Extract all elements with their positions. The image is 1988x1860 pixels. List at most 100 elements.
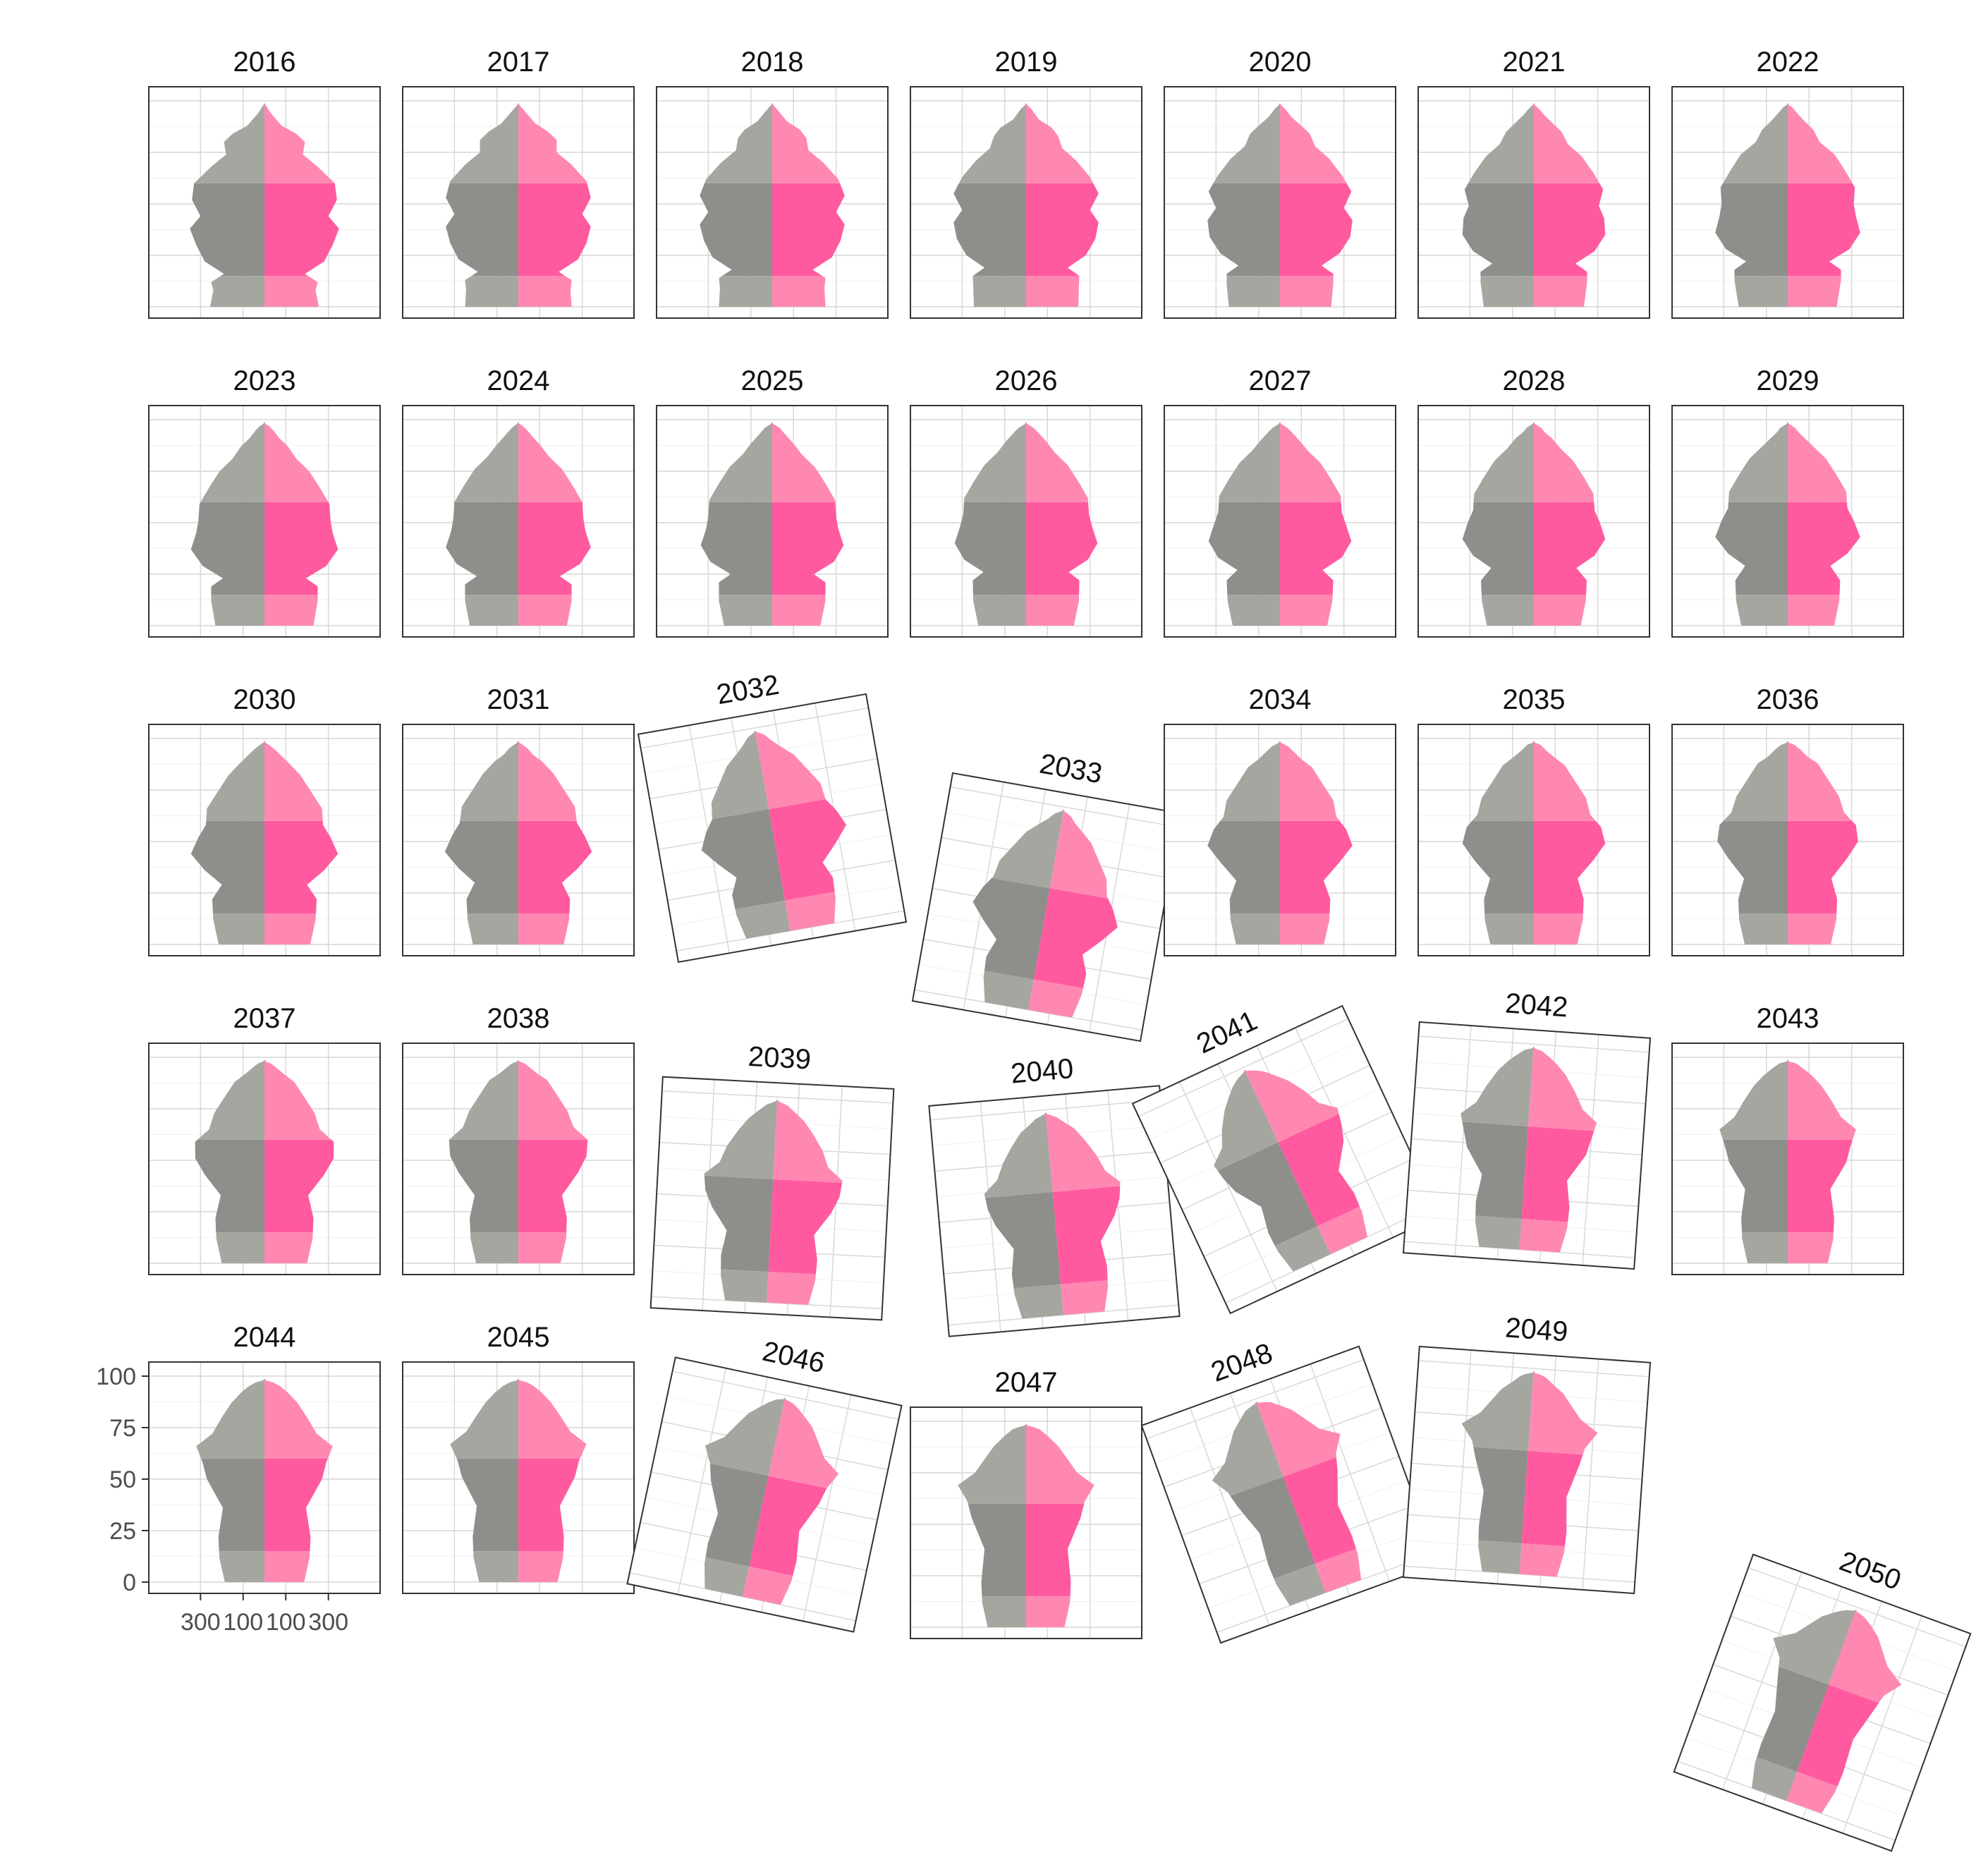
panel-2026: 2026 [910,365,1142,638]
pyramid-left-60-100 [704,1097,778,1179]
panel-frame [1417,86,1650,319]
pyramid-left-60-100 [1460,1044,1535,1126]
pyramid-right-0-15 [1519,1218,1568,1253]
panel-title: 2033 [1037,748,1104,790]
pyramid-right-15-60 [1797,1684,1879,1787]
pyramid-right-15-60 [264,502,339,595]
pyramid-left-0-15 [465,276,518,307]
pyramid-left-60-100 [197,1057,264,1140]
panel-2029: 2029 [1671,365,1904,638]
panel-frame [656,405,889,638]
grid-line-y [672,1370,899,1420]
pyramid-right-15-60 [1280,183,1353,276]
pyramid-right-60-100 [1788,101,1853,183]
panel-frame [148,1043,381,1275]
pyramid-right-0-15 [1280,595,1333,626]
pyramid-right-60-100 [264,420,329,502]
pyramid-left-60-100 [705,101,772,183]
panel-2046: 2046 [626,1336,903,1633]
pyramid-left-60-100 [1213,101,1280,183]
pyramid-right-15-60 [772,502,844,595]
pyramid-right-0-15 [1534,913,1583,944]
pyramid-2036 [1717,738,1858,944]
panel-2047: 2047 [910,1367,1142,1639]
panel-title: 2047 [995,1367,1058,1398]
x-tick-label: 100 [266,1609,306,1636]
pyramid-right-0-15 [1534,595,1587,626]
pyramid-left-0-15 [209,276,264,307]
panel-title: 2034 [1249,684,1312,715]
grid-line-x [1722,1572,1803,1790]
pyramid-left-60-100 [460,738,518,821]
panel-frame [402,1361,635,1594]
panel-2021: 2021 [1417,47,1650,319]
grid-line-y [676,910,905,952]
grid-line-y [661,1090,894,1104]
panel-frame [1164,724,1396,956]
pyramid-right-15-60 [518,183,591,276]
pyramid-right-60-100 [264,1057,331,1140]
pyramid-left-60-100 [958,1421,1026,1504]
pyramid-left-15-60 [701,809,786,910]
pyramid-right-0-15 [264,276,319,307]
pyramid-right-0-15 [264,595,318,626]
panel-title: 2022 [1757,47,1819,78]
pyramid-left-0-15 [1736,595,1788,626]
pyramid-left-15-60 [1217,1142,1318,1246]
pyramid-left-15-60 [1757,1666,1829,1772]
grid-line-y [1404,1241,1635,1258]
pyramid-left-60-100 [1728,420,1788,502]
pyramid-left-60-100 [1468,101,1534,183]
pyramid-2039 [704,1097,843,1305]
pyramid-2033 [972,807,1118,1018]
pyramid-left-15-60 [704,1175,774,1272]
panel-title: 2032 [714,669,781,711]
pyramid-left-60-100 [1214,1067,1279,1171]
panel-frame [910,1406,1142,1639]
panel-2027: 2027 [1164,365,1396,638]
pyramid-right-0-15 [264,1551,310,1582]
pyramid-right-15-60 [518,1458,580,1552]
pyramid-left-0-15 [1475,1215,1522,1250]
pyramid-right-60-100 [773,1097,843,1183]
pyramid-2037 [195,1057,334,1263]
pyramid-right-60-100 [518,1057,588,1140]
panel-2032: 2032 [637,669,908,964]
pyramid-left-60-100 [206,738,264,821]
pyramid-right-60-100 [1045,1110,1121,1192]
pyramid-right-60-100 [1527,1044,1597,1131]
panel-2028: 2028 [1417,365,1650,638]
grid-line-y [950,786,1178,828]
pyramid-left-0-15 [1484,913,1534,944]
panel-title: 2043 [1757,1003,1819,1034]
pyramid-2028 [1462,420,1606,626]
panel-title: 2019 [995,47,1058,78]
pyramid-right-15-60 [768,1179,843,1275]
pyramid-2016 [190,101,339,307]
pyramid-left-60-100 [1473,420,1534,502]
pyramid-right-60-100 [1280,420,1341,502]
panel-frame [402,724,635,956]
panel-frame [1417,405,1650,638]
panel-title: 2024 [487,365,550,396]
pyramid-right-15-60 [1033,888,1118,988]
pyramid-left-60-100 [194,101,264,183]
pyramid-right-0-15 [772,276,826,307]
pyramid-left-60-100 [449,101,518,183]
grid-line-y [640,707,869,749]
pyramid-left-60-100 [449,1057,518,1140]
panel-2035: 2035 [1417,684,1650,956]
pyramid-left-15-60 [1462,1122,1528,1219]
pyramid-left-0-15 [213,913,264,944]
grid-line-x [1178,1081,1278,1292]
pyramid-left-15-60 [954,502,1026,595]
grid-line-y [1138,1018,1349,1117]
pyramid-right-60-100 [518,420,583,502]
panel-title: 2049 [1504,1312,1569,1347]
panel-frame [1671,724,1904,956]
pyramid-left-15-60 [201,1458,264,1552]
grid-line-x [1107,1090,1129,1321]
pyramid-right-60-100 [264,738,323,821]
pyramid-left-15-60 [1717,820,1788,914]
